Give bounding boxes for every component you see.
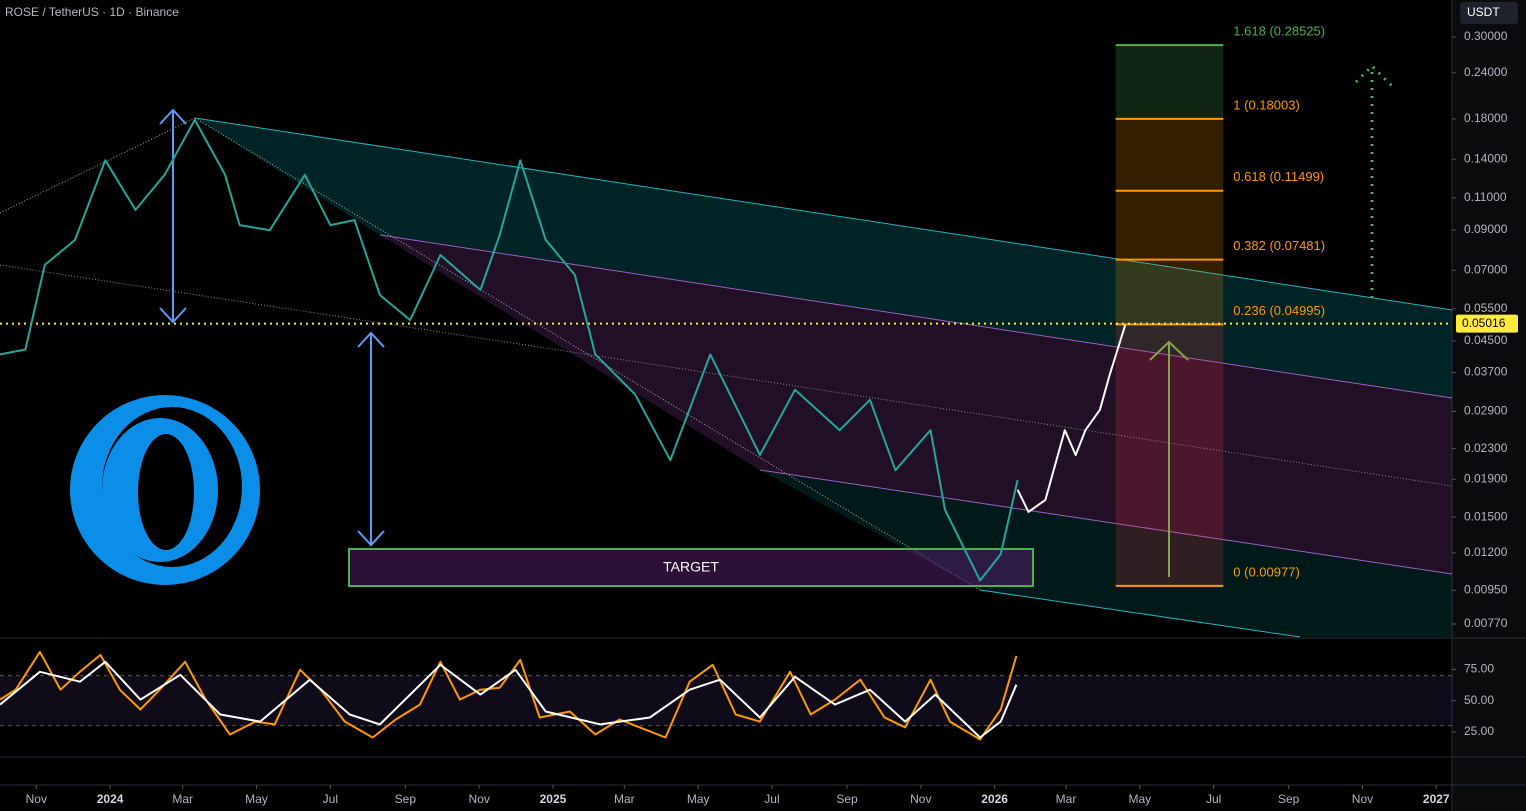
fib-label: 0 (0.00977) xyxy=(1233,564,1300,579)
y-tick-label: 0.01200 xyxy=(1464,545,1508,559)
x-tick-label: 2026 xyxy=(981,792,1008,806)
rsi-band xyxy=(0,675,1452,726)
channel-line xyxy=(194,117,1453,311)
target-arrow xyxy=(1149,340,1189,577)
fib-zone xyxy=(1115,259,1224,325)
x-tick-label: Jul xyxy=(764,792,779,806)
currency-badge xyxy=(1460,2,1518,24)
y-tick-label: 0.01900 xyxy=(1464,471,1508,485)
series-line xyxy=(0,118,1019,582)
fib-zone xyxy=(1115,118,1224,191)
x-tick-label: 2025 xyxy=(540,792,567,806)
series-line xyxy=(0,660,1018,739)
y-tick-label: 0.07000 xyxy=(1464,262,1508,276)
channel-line xyxy=(379,234,1453,399)
y-tick-label: 0.24000 xyxy=(1464,65,1508,79)
y-tick-label: 0.01500 xyxy=(1464,509,1508,523)
x-tick-label: Mar xyxy=(172,792,193,806)
fib-label: 0.236 (0.04995) xyxy=(1233,303,1325,318)
x-tick-label: May xyxy=(1128,792,1151,806)
y-tick-label: 0.03700 xyxy=(1464,365,1508,379)
fib-zone xyxy=(1115,45,1224,119)
x-tick-label: Jul xyxy=(1206,792,1221,806)
fib-label: 0.382 (0.07481) xyxy=(1233,238,1325,253)
x-tick-label: Sep xyxy=(395,792,417,806)
x-tick-label: Mar xyxy=(1056,792,1077,806)
rsi-tick-label: 25.00 xyxy=(1464,724,1494,738)
y-tick-label: 0.11000 xyxy=(1464,190,1507,204)
x-tick-label: Jul xyxy=(323,792,338,806)
channel-line xyxy=(759,469,1453,575)
rsi-tick-label: 75.00 xyxy=(1464,661,1494,675)
fib-label: 1.618 (0.28525) xyxy=(1233,24,1325,39)
currency-label: USDT xyxy=(1467,5,1500,19)
y-tick-label: 0.30000 xyxy=(1464,29,1508,43)
x-tick-label: 2024 xyxy=(97,792,124,806)
y-tick-label: 0.09000 xyxy=(1464,222,1508,236)
x-tick-label: Mar xyxy=(614,792,635,806)
oasis-logo xyxy=(70,395,260,585)
channel-zone xyxy=(195,118,1452,398)
x-tick-label: Sep xyxy=(1278,792,1300,806)
y-tick-label: 0.02300 xyxy=(1464,441,1508,455)
y-tick-label: 0.00770 xyxy=(1464,616,1508,630)
target-box xyxy=(348,548,1034,587)
x-tick-label: Nov xyxy=(1352,792,1373,806)
fib-zone xyxy=(1115,190,1224,260)
price-axis-bg xyxy=(1452,0,1526,811)
y-tick-label: 0.00950 xyxy=(1464,583,1508,597)
y-tick-label: 0.02900 xyxy=(1464,404,1508,418)
target-label: TARGET xyxy=(663,559,719,575)
x-tick-label: Sep xyxy=(836,792,858,806)
x-tick-label: May xyxy=(245,792,268,806)
y-tick-label: 0.18000 xyxy=(1464,111,1508,125)
channel-line xyxy=(979,589,1301,638)
y-tick-label: 0.04500 xyxy=(1464,333,1508,347)
fib-label: 0.618 (0.11499) xyxy=(1233,169,1324,184)
channel-zone xyxy=(760,470,1452,637)
fib-label: 1 (0.18003) xyxy=(1233,97,1300,112)
y-tick-label: 0.05500 xyxy=(1464,301,1508,315)
rsi-tick-label: 50.00 xyxy=(1464,693,1494,707)
x-tick-label: Nov xyxy=(468,792,489,806)
x-tick-label: May xyxy=(687,792,710,806)
price-badge xyxy=(1456,314,1518,333)
range-arrow xyxy=(159,108,385,547)
series-line xyxy=(1016,324,1127,513)
symbol-title: ROSE / TetherUS · 1D · Binance xyxy=(5,5,179,19)
price-badge-label: 0.05016 xyxy=(1462,316,1506,330)
fib-zone xyxy=(1115,324,1224,586)
y-tick-label: 0.14000 xyxy=(1464,151,1508,165)
x-tick-label: Nov xyxy=(910,792,931,806)
dotted-arrow xyxy=(1354,63,1394,298)
x-tick-label: 2027 xyxy=(1423,792,1450,806)
x-tick-label: Nov xyxy=(26,792,47,806)
channel-zone xyxy=(380,235,1452,574)
trend-line xyxy=(0,117,196,214)
